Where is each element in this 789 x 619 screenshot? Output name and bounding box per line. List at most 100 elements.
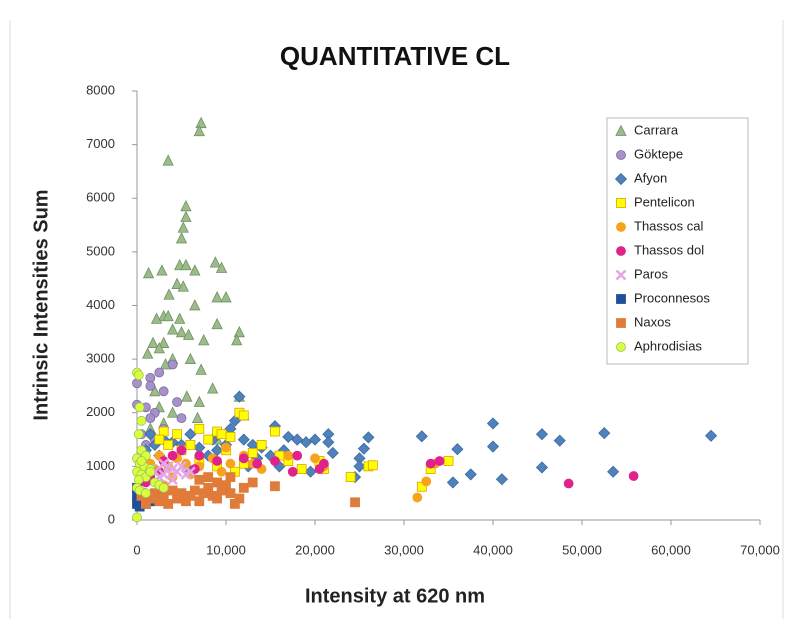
point [136,415,147,426]
point [425,458,436,469]
point [252,458,263,469]
point [628,471,639,481]
point [189,264,201,276]
point [704,429,718,442]
point [209,256,221,268]
point [171,277,183,289]
point [174,312,186,324]
point [238,482,249,493]
point [158,482,169,493]
y-tick-label: 8000 [86,82,115,97]
point [176,413,187,424]
legend: Carrara Göktepe Afyon Pentelicon Thassos cal… [606,117,749,365]
point [486,417,500,430]
point [167,450,178,461]
point [193,395,205,407]
point [270,426,280,437]
point [287,466,298,477]
point [180,258,192,271]
point [535,461,549,474]
point [256,440,267,450]
point [203,434,214,445]
point [446,476,460,489]
point [233,325,245,338]
point [198,333,210,346]
point [415,430,428,443]
series [142,116,250,445]
point [163,440,174,450]
legend-marker [616,246,626,256]
legend-marker [616,294,626,304]
chart-title: QUANTITATIVE CL [280,41,510,71]
point [158,336,170,348]
point [451,443,464,456]
point [203,472,214,483]
point [443,456,454,466]
point [167,485,178,496]
point [133,370,144,381]
x-tick-label: 10,000 [206,542,246,557]
point [193,124,205,137]
point [162,154,174,166]
legend-text: Thassos cal [634,218,703,233]
y-tick-label: 7000 [86,136,115,151]
legend-text: Paros [634,266,668,281]
x-tick-label: 50,000 [562,542,602,557]
point [412,492,423,503]
y-tick-label: 1000 [86,458,115,473]
point [225,472,236,483]
legend-text: Göktepe [634,146,683,161]
point [133,474,144,485]
series [132,359,187,450]
x-tick-label: 20,000 [295,542,335,557]
point [167,474,178,486]
point [185,466,196,478]
point [156,264,168,276]
legend-text: Aphrodisias [634,338,702,353]
point [194,423,205,434]
point [228,414,241,427]
legend-text: Thassos dol [634,242,704,257]
point [211,317,223,330]
point [292,450,303,461]
legend-marker [616,198,626,208]
point [182,328,195,340]
series [136,472,360,509]
point [167,359,178,370]
y-tick-label: 2000 [86,404,115,419]
point [233,390,246,403]
point [150,312,163,324]
point [153,342,165,354]
point [314,464,325,474]
point [607,465,620,478]
point [149,384,161,397]
point [270,456,280,466]
point [163,288,175,300]
legend-marker [616,222,626,232]
point [145,413,156,424]
point [282,430,295,443]
legend-text: Afyon [634,170,667,185]
x-tick-label: 30,000 [384,542,424,557]
point [136,456,147,466]
point [147,336,159,348]
point [166,323,179,335]
point [238,453,249,464]
point [144,428,157,441]
series [144,458,196,486]
point [134,402,145,413]
x-axis-label: Intensity at 620 nm [305,585,485,607]
plot-area: 0 1000 2000 3000 4000 5000 6000 7000 8000 0 10,000… [86,82,780,557]
point [291,433,304,446]
x-tick-label: 70,000 [740,542,780,557]
point [310,453,320,464]
point [158,458,170,470]
point [345,472,356,483]
y-tick-label: 4000 [86,297,115,312]
point [237,433,250,446]
point [175,232,188,244]
point [195,116,207,129]
point [553,434,566,447]
legend-marker [615,124,627,136]
